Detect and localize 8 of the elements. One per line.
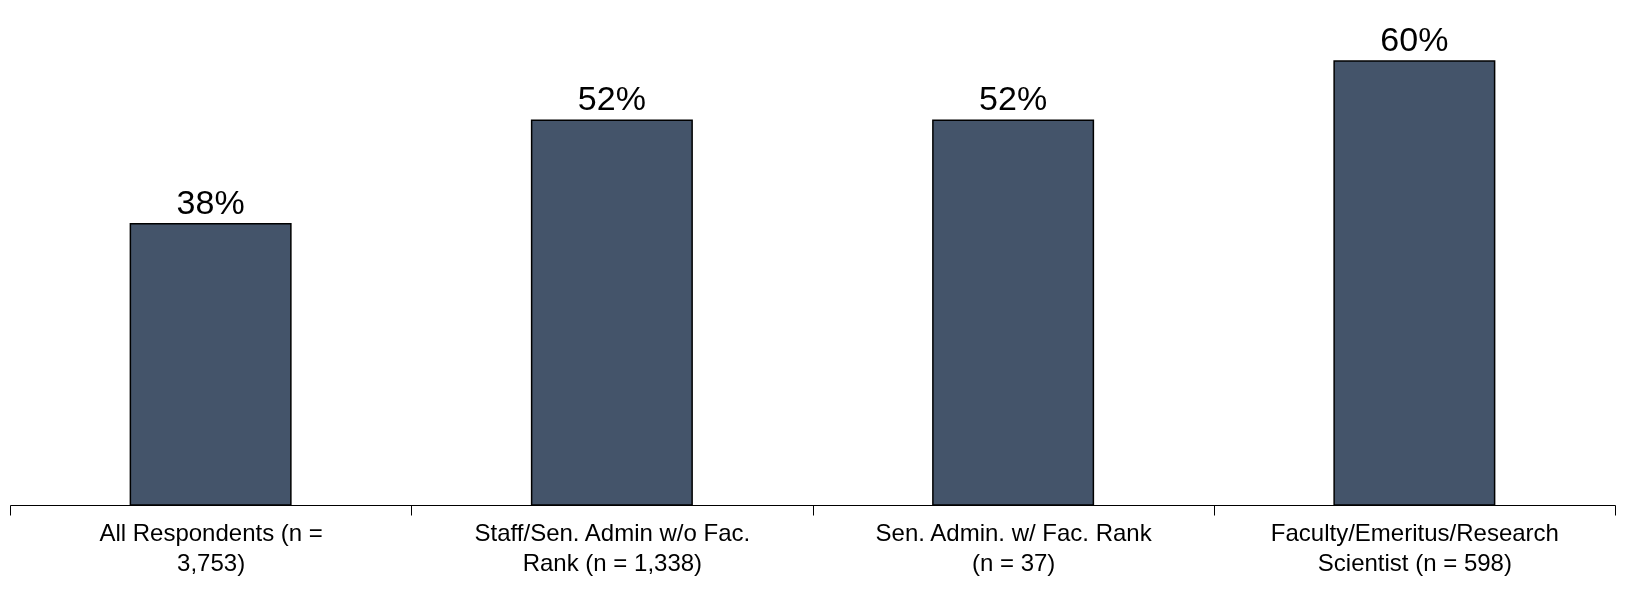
data-label: 60%	[1380, 20, 1449, 58]
data-label: 38%	[176, 182, 245, 221]
data-label: 52%	[979, 79, 1048, 118]
x-tick-label: Staff/Sen. Admin w/o Fac. Rank (n = 1,338)	[474, 518, 751, 576]
x-tick-label: Sen. Admin. w/ Fac. Rank (n = 37)	[875, 518, 1153, 576]
data-label: 52%	[577, 79, 646, 118]
x-tick-label: All Respondents (n = 3,753)	[99, 518, 323, 576]
x-tick-label: Faculty/Emeritus/Research Scientist (n = 598)	[1270, 518, 1559, 576]
